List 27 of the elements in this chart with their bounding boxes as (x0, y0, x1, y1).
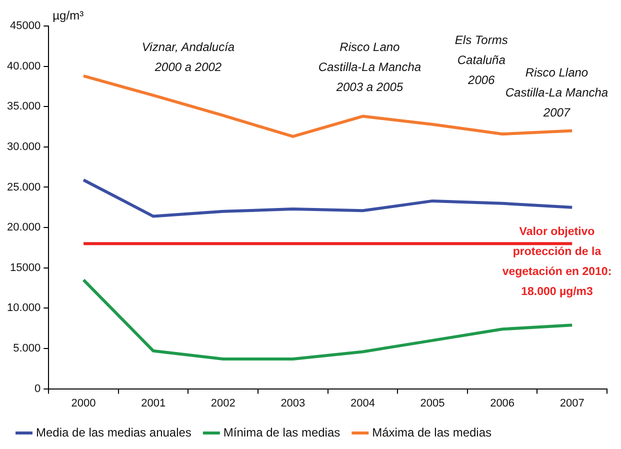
annotation: Els Torms Cataluña 2006 (454, 32, 508, 87)
ref-line-label: Valor objetivo protección de la vegetación en 2010: 18.000 µg/m3 (502, 226, 612, 298)
x-tick-label: 2004 (350, 397, 375, 410)
y-tick-label: 35.000 (6, 100, 41, 113)
y-tick-label: 45000 (10, 20, 41, 32)
annotation: Risco Lano Castilla-La Mancha 2003 a 2005 (318, 40, 422, 94)
legend-label: Media de las medias anuales (36, 425, 192, 440)
y-axis-title: µg/m³ (52, 8, 84, 22)
annotation: Viznar, Andalucía 2000 a 2002 (142, 40, 235, 74)
legend-label: Mínima de las medias (223, 425, 340, 440)
x-tick-label: 2003 (280, 397, 306, 410)
x-tick-label: 2005 (420, 397, 445, 410)
x-tick-label: 2001 (141, 397, 166, 410)
x-tick-label: 2000 (71, 397, 96, 410)
legend-label: Máxima de las medias (372, 425, 492, 440)
y-tick-label: 20.000 (6, 222, 41, 234)
x-tick-label: 2002 (210, 397, 236, 410)
y-tick-label: 10.000 (6, 302, 41, 314)
y-tick-label: 30.000 (6, 140, 41, 153)
x-tick-label: 2007 (560, 397, 584, 410)
y-tick-label: 40.000 (6, 60, 41, 72)
annotation: Risco Llano Castilla-La Mancha 2007 (505, 66, 608, 120)
y-tick-label: 25.000 (6, 181, 41, 194)
x-tick-label: 2006 (490, 397, 515, 410)
y-tick-label: 15000 (10, 262, 41, 274)
y-tick-label: 5.000 (13, 342, 41, 355)
y-tick-label: 0 (34, 382, 41, 395)
